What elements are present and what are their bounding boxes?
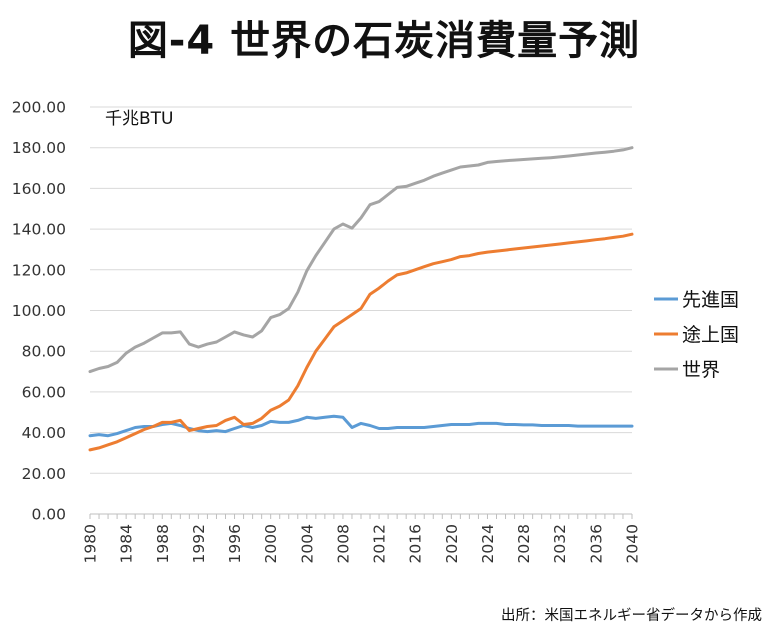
x-tick-label: 1988	[154, 524, 172, 563]
x-tick-label: 2012	[371, 524, 389, 563]
y-tick-label: 100.00	[12, 302, 66, 320]
gridlines	[90, 106, 632, 515]
x-axis: 1980 1984 1988 1992 1996 2000 2004 2008 2012 2016…	[82, 513, 642, 563]
legend-label-1: 途上国	[682, 324, 739, 346]
y-tick-label: 60.00	[22, 383, 66, 401]
unit-label: 千兆BTU	[105, 109, 174, 129]
y-axis: 0.00 20.00 40.00 60.00 80.00 100.00 120.00 140.…	[12, 99, 66, 524]
y-tick-label: 180.00	[12, 139, 66, 157]
x-tick-label: 2004	[298, 524, 316, 563]
x-tick-label: 2040	[624, 524, 642, 563]
x-tick-label: 2036	[587, 524, 605, 563]
y-tick-label: 80.00	[22, 343, 66, 361]
y-tick-label: 20.00	[22, 465, 66, 483]
series-line-1	[88, 232, 634, 452]
y-tick-label: 160.00	[12, 180, 66, 198]
y-tick-label: 120.00	[12, 261, 66, 279]
x-tick-label: 2032	[551, 524, 569, 563]
series-line-0	[88, 414, 634, 438]
legend-label-2: 世界	[682, 359, 720, 381]
y-tick-label: 200.00	[12, 99, 66, 117]
x-tick-label: 2024	[479, 524, 497, 563]
y-tick-label: 40.00	[22, 424, 66, 442]
x-tick-label: 2008	[334, 524, 352, 563]
y-tick-label: 140.00	[12, 221, 66, 239]
y-tick-label: 0.00	[31, 506, 66, 524]
x-tick-label: 2016	[407, 524, 425, 563]
x-tick-label: 1996	[226, 524, 244, 563]
x-tick-label: 1984	[118, 524, 136, 563]
x-tick-label: 1980	[82, 524, 100, 563]
x-tick-label: 2000	[262, 524, 280, 563]
x-tick-label: 1992	[190, 524, 208, 563]
series-line-2	[88, 146, 634, 374]
chart-title: 図-4 世界の石炭消費量予測	[127, 18, 641, 64]
source-note: 出所：米国エネルギー省データから作成	[501, 606, 762, 624]
legend-label-0: 先進国	[682, 289, 739, 311]
x-tick-label: 2028	[515, 524, 533, 563]
x-tick-label: 2020	[443, 524, 461, 563]
series-lines	[88, 146, 634, 452]
